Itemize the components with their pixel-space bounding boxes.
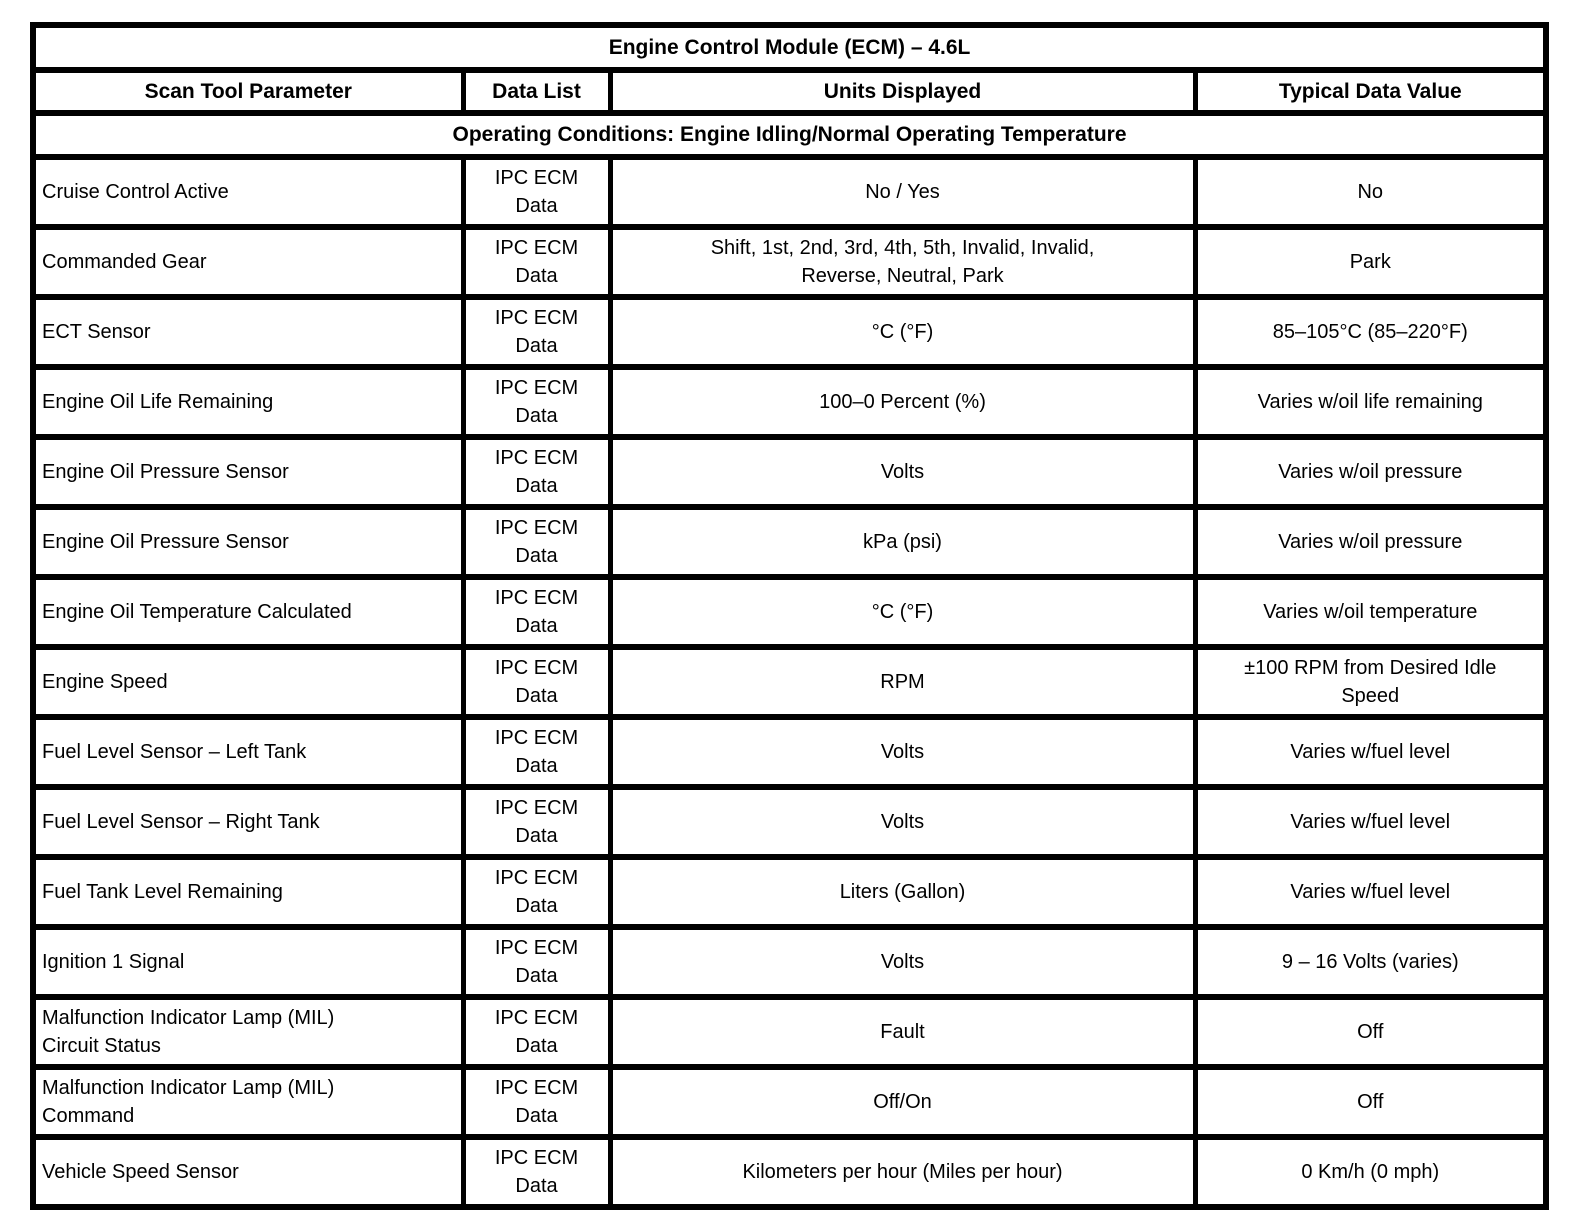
table-title: Engine Control Module (ECM) – 4.6L	[30, 22, 1549, 73]
cell-units: 100–0 Percent (%)	[607, 363, 1198, 440]
table-title-row: Engine Control Module (ECM) – 4.6L	[30, 22, 1549, 73]
table-row: Malfunction Indicator Lamp (MIL) Command…	[30, 1063, 1549, 1140]
table-row: Malfunction Indicator Lamp (MIL) Circuit…	[30, 993, 1549, 1070]
table-row: Ignition 1 Signal IPC ECM Data Volts 9 –…	[30, 923, 1549, 1000]
cell-units: Volts	[607, 923, 1198, 1000]
cell-data-list: IPC ECM Data	[460, 923, 613, 1000]
cell-parameter: Malfunction Indicator Lamp (MIL) Circuit…	[30, 993, 466, 1070]
cell-value: 85–105°C (85–220°F)	[1192, 293, 1549, 370]
cell-data-list: IPC ECM Data	[460, 993, 613, 1070]
operating-conditions-row: Operating Conditions: Engine Idling/Norm…	[30, 110, 1549, 160]
cell-units: Fault	[607, 993, 1198, 1070]
table-row: Vehicle Speed Sensor IPC ECM Data Kilome…	[30, 1133, 1549, 1210]
cell-value: Varies w/fuel level	[1192, 783, 1549, 860]
cell-data-list: IPC ECM Data	[460, 433, 613, 510]
cell-data-list: IPC ECM Data	[460, 643, 613, 720]
cell-data-list: IPC ECM Data	[460, 573, 613, 650]
cell-data-list: IPC ECM Data	[460, 153, 613, 230]
cell-data-list: IPC ECM Data	[460, 853, 613, 930]
cell-units: Shift, 1st, 2nd, 3rd, 4th, 5th, Invalid,…	[607, 223, 1198, 300]
cell-parameter: Cruise Control Active	[30, 153, 466, 230]
cell-value: Off	[1192, 1063, 1549, 1140]
cell-value: Varies w/fuel level	[1192, 853, 1549, 930]
table-row: Fuel Tank Level Remaining IPC ECM Data L…	[30, 853, 1549, 930]
cell-parameter: Engine Oil Life Remaining	[30, 363, 466, 440]
cell-data-list: IPC ECM Data	[460, 223, 613, 300]
cell-value: ±100 RPM from Desired Idle Speed	[1192, 643, 1549, 720]
header-data-list: Data List	[460, 66, 613, 117]
cell-data-list: IPC ECM Data	[460, 1063, 613, 1140]
cell-parameter: Engine Oil Temperature Calculated	[30, 573, 466, 650]
ecm-data-table: Engine Control Module (ECM) – 4.6L Scan …	[30, 22, 1550, 1210]
cell-data-list: IPC ECM Data	[460, 713, 613, 790]
cell-data-list: IPC ECM Data	[460, 363, 613, 440]
cell-data-list: IPC ECM Data	[460, 783, 613, 860]
table-row: Cruise Control Active IPC ECM Data No / …	[30, 153, 1549, 230]
cell-value: Park	[1192, 223, 1549, 300]
table-row: Engine Oil Pressure Sensor IPC ECM Data …	[30, 503, 1549, 580]
cell-data-list: IPC ECM Data	[460, 503, 613, 580]
cell-units: °C (°F)	[607, 293, 1198, 370]
operating-conditions-label: Operating Conditions: Engine Idling/Norm…	[30, 110, 1549, 160]
cell-value: Varies w/oil life remaining	[1192, 363, 1549, 440]
cell-parameter: Fuel Level Sensor – Left Tank	[30, 713, 466, 790]
cell-parameter: Commanded Gear	[30, 223, 466, 300]
header-scan-tool-parameter: Scan Tool Parameter	[30, 66, 466, 117]
cell-parameter: Fuel Level Sensor – Right Tank	[30, 783, 466, 860]
cell-value: 0 Km/h (0 mph)	[1192, 1133, 1549, 1210]
table-row: Fuel Level Sensor – Left Tank IPC ECM Da…	[30, 713, 1549, 790]
table-row: Engine Oil Life Remaining IPC ECM Data 1…	[30, 363, 1549, 440]
cell-parameter: Ignition 1 Signal	[30, 923, 466, 1000]
table-row: Engine Speed IPC ECM Data RPM ±100 RPM f…	[30, 643, 1549, 720]
cell-parameter: Engine Oil Pressure Sensor	[30, 433, 466, 510]
cell-parameter: Vehicle Speed Sensor	[30, 1133, 466, 1210]
cell-units: °C (°F)	[607, 573, 1198, 650]
cell-parameter: ECT Sensor	[30, 293, 466, 370]
cell-data-list: IPC ECM Data	[460, 293, 613, 370]
cell-parameter: Malfunction Indicator Lamp (MIL) Command	[30, 1063, 466, 1140]
cell-units: Kilometers per hour (Miles per hour)	[607, 1133, 1198, 1210]
cell-parameter: Engine Oil Pressure Sensor	[30, 503, 466, 580]
header-typical-data-value: Typical Data Value	[1192, 66, 1549, 117]
table-row: Commanded Gear IPC ECM Data Shift, 1st, …	[30, 223, 1549, 300]
cell-units: No / Yes	[607, 153, 1198, 230]
cell-units: Volts	[607, 783, 1198, 860]
cell-data-list: IPC ECM Data	[460, 1133, 613, 1210]
cell-value: No	[1192, 153, 1549, 230]
cell-parameter: Engine Speed	[30, 643, 466, 720]
cell-units: Volts	[607, 713, 1198, 790]
cell-units: Liters (Gallon)	[607, 853, 1198, 930]
cell-value: Varies w/oil pressure	[1192, 503, 1549, 580]
cell-value: Off	[1192, 993, 1549, 1070]
cell-value: Varies w/fuel level	[1192, 713, 1549, 790]
cell-value: Varies w/oil pressure	[1192, 433, 1549, 510]
cell-value: Varies w/oil temperature	[1192, 573, 1549, 650]
table-header-row: Scan Tool Parameter Data List Units Disp…	[30, 66, 1549, 117]
table-row: Engine Oil Pressure Sensor IPC ECM Data …	[30, 433, 1549, 510]
table-row: Fuel Level Sensor – Right Tank IPC ECM D…	[30, 783, 1549, 860]
header-units-displayed: Units Displayed	[607, 66, 1198, 117]
cell-units: Off/On	[607, 1063, 1198, 1140]
cell-units: Volts	[607, 433, 1198, 510]
cell-units: RPM	[607, 643, 1198, 720]
cell-parameter: Fuel Tank Level Remaining	[30, 853, 466, 930]
table-row: Engine Oil Temperature Calculated IPC EC…	[30, 573, 1549, 650]
cell-units: kPa (psi)	[607, 503, 1198, 580]
table-row: ECT Sensor IPC ECM Data °C (°F) 85–105°C…	[30, 293, 1549, 370]
cell-value: 9 – 16 Volts (varies)	[1192, 923, 1549, 1000]
